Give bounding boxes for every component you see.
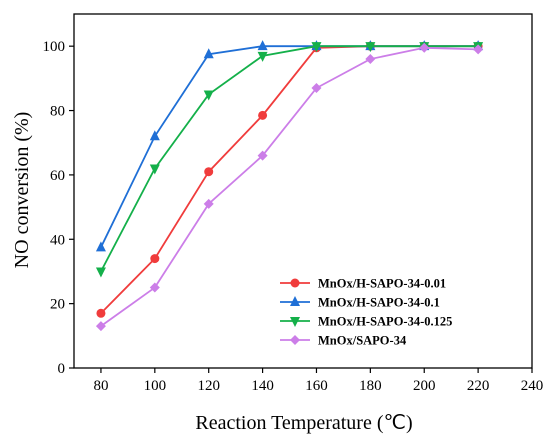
data-point bbox=[95, 321, 106, 332]
y-tick-label: 20 bbox=[50, 297, 65, 313]
y-tick-label: 40 bbox=[50, 232, 65, 248]
series-line bbox=[100, 45, 479, 314]
x-axis-title: Reaction Temperature (℃) bbox=[195, 412, 412, 434]
data-point bbox=[95, 267, 106, 278]
data-point bbox=[149, 130, 160, 141]
series-4 bbox=[95, 42, 484, 332]
series-line bbox=[100, 45, 479, 272]
legend-entry: MnOx/SAPO-34 bbox=[280, 334, 407, 348]
series-2 bbox=[95, 40, 484, 252]
y-tick-label: 0 bbox=[58, 361, 66, 377]
legend-entry: MnOx/H-SAPO-34-0.01 bbox=[280, 277, 446, 291]
axes: 80 100 120 140 160 180 200 220 240 0 20 40 60 80 100 bbox=[43, 13, 544, 394]
data-point bbox=[204, 167, 214, 177]
legend-label: MnOx/H-SAPO-34-0.01 bbox=[318, 277, 446, 291]
data-point bbox=[311, 42, 322, 53]
legend-label: MnOx/H-SAPO-34-0.1 bbox=[318, 296, 440, 310]
legend-entry: MnOx/H-SAPO-34-0.1 bbox=[280, 296, 440, 310]
data-point bbox=[203, 198, 214, 209]
data-point bbox=[365, 42, 376, 53]
data-point bbox=[257, 40, 268, 51]
data-point bbox=[258, 110, 268, 120]
series-line bbox=[100, 45, 479, 248]
data-point bbox=[203, 48, 214, 59]
legend-marker bbox=[290, 296, 300, 306]
legend: MnOx/H-SAPO-34-0.01 MnOx/H-SAPO-34-0.1 MnO… bbox=[280, 277, 452, 348]
data-point bbox=[257, 51, 268, 62]
data-point bbox=[203, 90, 214, 101]
x-tick-label: 120 bbox=[197, 378, 220, 394]
x-tick-label: 240 bbox=[521, 378, 544, 394]
y-tick-label: 100 bbox=[43, 39, 66, 55]
series-layer bbox=[95, 40, 484, 332]
legend-label: MnOx/SAPO-34 bbox=[318, 334, 407, 348]
series-line bbox=[100, 46, 479, 327]
x-tick-label: 180 bbox=[359, 378, 382, 394]
x-tick-label: 200 bbox=[413, 378, 436, 394]
y-tick-label: 80 bbox=[50, 104, 65, 120]
legend-marker bbox=[290, 278, 300, 288]
legend-entry: MnOx/H-SAPO-34-0.125 bbox=[280, 315, 452, 329]
data-point bbox=[257, 150, 268, 161]
x-tick-label: 160 bbox=[305, 378, 328, 394]
y-tick-label: 60 bbox=[50, 168, 65, 184]
data-point bbox=[150, 254, 160, 264]
x-tick-label: 140 bbox=[251, 378, 274, 394]
legend-marker bbox=[290, 335, 300, 345]
data-point bbox=[419, 42, 430, 53]
data-point bbox=[311, 83, 322, 94]
plot-frame bbox=[73, 13, 533, 369]
data-point bbox=[473, 44, 484, 55]
data-point bbox=[149, 164, 160, 175]
y-axis-title: NO conversion (%) bbox=[11, 112, 33, 269]
x-tick-label: 220 bbox=[467, 378, 490, 394]
data-point bbox=[149, 282, 160, 293]
legend-label: MnOx/H-SAPO-34-0.125 bbox=[318, 315, 452, 329]
data-point bbox=[96, 308, 106, 318]
data-point bbox=[365, 54, 376, 65]
series-3 bbox=[95, 42, 484, 278]
x-tick-label: 80 bbox=[93, 378, 108, 394]
x-tick-label: 100 bbox=[144, 378, 167, 394]
data-point bbox=[95, 241, 106, 252]
legend-marker bbox=[290, 317, 300, 327]
